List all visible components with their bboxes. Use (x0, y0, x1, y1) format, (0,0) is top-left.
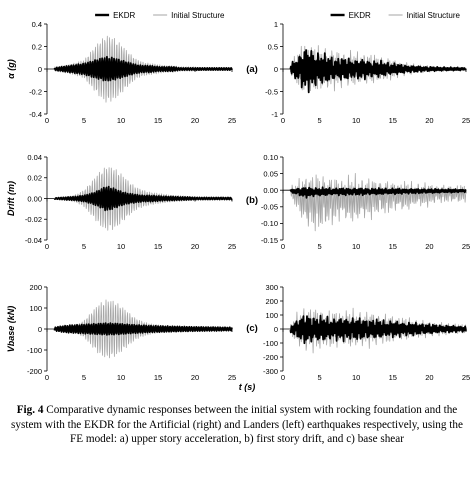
y-tick-label: -300 (263, 367, 278, 376)
y-tick-label: 0 (38, 325, 42, 334)
y-tick-label: 0.5 (268, 42, 278, 51)
x-tick-label: 10 (352, 116, 360, 125)
x-tick-label: 25 (228, 242, 236, 251)
x-tick-label: 0 (281, 373, 285, 382)
figure-svg: -0.4-0.200.20.40 5 10 15 20 25α (g)EKDR Initia… (6, 11, 470, 392)
x-tick-label: 5 (82, 373, 86, 382)
y-tick-label: -0.02 (25, 215, 42, 224)
y-tick-label: 0.4 (32, 20, 42, 29)
y-tick-label: 200 (265, 297, 278, 306)
x-tick-label: 0 (45, 116, 49, 125)
x-tick-label: 0 (281, 242, 285, 251)
panel-tag: (b) (246, 195, 258, 206)
x-tick-label: 5 (318, 373, 322, 382)
series-line-ekdr (289, 314, 467, 345)
y-tick-label: -200 (27, 367, 42, 376)
y-tick-label: -0.4 (29, 110, 42, 119)
y-tick-label: 0 (274, 325, 278, 334)
x-tick-label: 25 (228, 373, 236, 382)
y-tick-label: -100 (263, 339, 278, 348)
legend-label-initial: Initial Structure (171, 11, 225, 20)
y-tick-label: 1 (274, 20, 278, 29)
legend-label-ekdr: EKDR (113, 11, 135, 20)
legend-label-initial: Initial Structure (407, 11, 461, 20)
x-tick-label: 20 (425, 242, 433, 251)
y-tick-label: 0.02 (27, 174, 42, 183)
x-tick-label: 10 (352, 242, 360, 251)
y-tick-label: 0 (274, 65, 278, 74)
x-tick-label: 20 (425, 373, 433, 382)
series-line-ekdr (53, 55, 233, 82)
caption-label: Fig. 4 (16, 404, 44, 416)
x-axis-label: t (s) (239, 382, 256, 392)
x-tick-label: 0 (45, 242, 49, 251)
x-tick-label: 15 (154, 242, 162, 251)
y-tick-label: -1 (271, 110, 278, 119)
x-tick-label: 20 (425, 116, 433, 125)
x-tick-label: 5 (82, 116, 86, 125)
y-tick-label: -0.5 (265, 87, 278, 96)
x-tick-label: 25 (228, 116, 236, 125)
series-line-ekdr (53, 322, 233, 336)
x-tick-label: 15 (389, 116, 397, 125)
y-tick-label: 0.04 (27, 153, 42, 162)
x-tick-label: 15 (389, 373, 397, 382)
x-tick-label: 20 (191, 242, 199, 251)
x-tick-label: 10 (117, 116, 125, 125)
series-line-ekdr (289, 49, 467, 94)
x-tick-label: 20 (191, 116, 199, 125)
y-tick-label: -0.04 (25, 236, 42, 245)
y-tick-label: 0.2 (32, 42, 42, 51)
x-tick-label: 5 (318, 116, 322, 125)
x-tick-label: 10 (117, 373, 125, 382)
x-tick-label: 15 (154, 373, 162, 382)
y-tick-label: -200 (263, 353, 278, 362)
y-tick-label: 100 (265, 311, 278, 320)
y-tick-label: 0.05 (263, 169, 278, 178)
x-tick-label: 5 (318, 242, 322, 251)
series-line-ekdr (53, 185, 233, 212)
x-tick-label: 10 (117, 242, 125, 251)
x-tick-label: 15 (154, 116, 162, 125)
x-tick-label: 20 (191, 373, 199, 382)
figure-caption: Fig. 4 Comparative dynamic responses bet… (6, 403, 468, 447)
x-tick-label: 25 (462, 242, 470, 251)
panel-tag: (c) (246, 323, 258, 334)
y-tick-label: -100 (27, 346, 42, 355)
y-tick-label: -0.2 (29, 87, 42, 96)
x-tick-label: 10 (352, 373, 360, 382)
y-axis-label: α (g) (6, 59, 16, 79)
y-axis-label: Vbase (kN) (6, 306, 16, 353)
y-tick-label: 0 (38, 65, 42, 74)
x-tick-label: 15 (389, 242, 397, 251)
legend-label-ekdr: EKDR (349, 11, 371, 20)
x-tick-label: 0 (45, 373, 49, 382)
caption-text: Comparative dynamic responses between th… (11, 404, 463, 446)
x-tick-label: 25 (462, 116, 470, 125)
y-tick-label: -0.15 (261, 236, 278, 245)
y-tick-label: 0.00 (263, 186, 278, 195)
y-tick-label: 0.10 (263, 153, 278, 162)
y-tick-label: 300 (265, 283, 278, 292)
x-tick-label: 25 (462, 373, 470, 382)
panel-tag: (a) (246, 64, 258, 75)
x-tick-label: 0 (281, 116, 285, 125)
series-line-initial (290, 173, 467, 232)
series-line-ekdr (289, 186, 467, 199)
y-tick-label: -0.05 (261, 203, 278, 212)
y-tick-label: -0.10 (261, 219, 278, 228)
y-tick-label: 200 (29, 283, 42, 292)
y-tick-label: 100 (29, 304, 42, 313)
y-tick-label: 0.00 (27, 194, 42, 203)
y-axis-label: Drift (m) (6, 181, 16, 216)
x-tick-label: 5 (82, 242, 86, 251)
